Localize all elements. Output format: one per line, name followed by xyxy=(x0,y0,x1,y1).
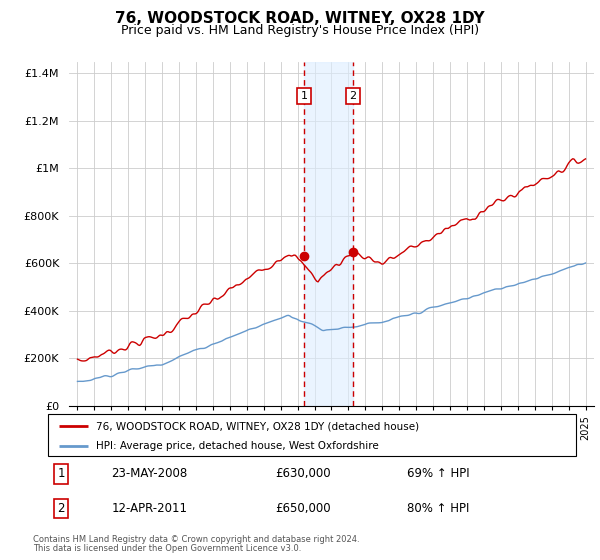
Text: 76, WOODSTOCK ROAD, WITNEY, OX28 1DY: 76, WOODSTOCK ROAD, WITNEY, OX28 1DY xyxy=(115,11,485,26)
Text: £650,000: £650,000 xyxy=(275,502,331,515)
Text: 80% ↑ HPI: 80% ↑ HPI xyxy=(407,502,469,515)
Text: This data is licensed under the Open Government Licence v3.0.: This data is licensed under the Open Gov… xyxy=(33,544,301,553)
Text: 69% ↑ HPI: 69% ↑ HPI xyxy=(407,468,470,480)
Text: Price paid vs. HM Land Registry's House Price Index (HPI): Price paid vs. HM Land Registry's House … xyxy=(121,24,479,36)
Text: 76, WOODSTOCK ROAD, WITNEY, OX28 1DY (detached house): 76, WOODSTOCK ROAD, WITNEY, OX28 1DY (de… xyxy=(95,421,419,431)
Text: £630,000: £630,000 xyxy=(275,468,331,480)
Text: 1: 1 xyxy=(301,91,308,101)
Text: 2: 2 xyxy=(350,91,357,101)
Text: 2: 2 xyxy=(58,502,65,515)
Text: 12-APR-2011: 12-APR-2011 xyxy=(112,502,187,515)
Bar xyxy=(304,62,353,406)
Text: 23-MAY-2008: 23-MAY-2008 xyxy=(112,468,188,480)
Text: HPI: Average price, detached house, West Oxfordshire: HPI: Average price, detached house, West… xyxy=(95,441,378,451)
Text: Contains HM Land Registry data © Crown copyright and database right 2024.: Contains HM Land Registry data © Crown c… xyxy=(33,535,359,544)
Text: 1: 1 xyxy=(58,468,65,480)
